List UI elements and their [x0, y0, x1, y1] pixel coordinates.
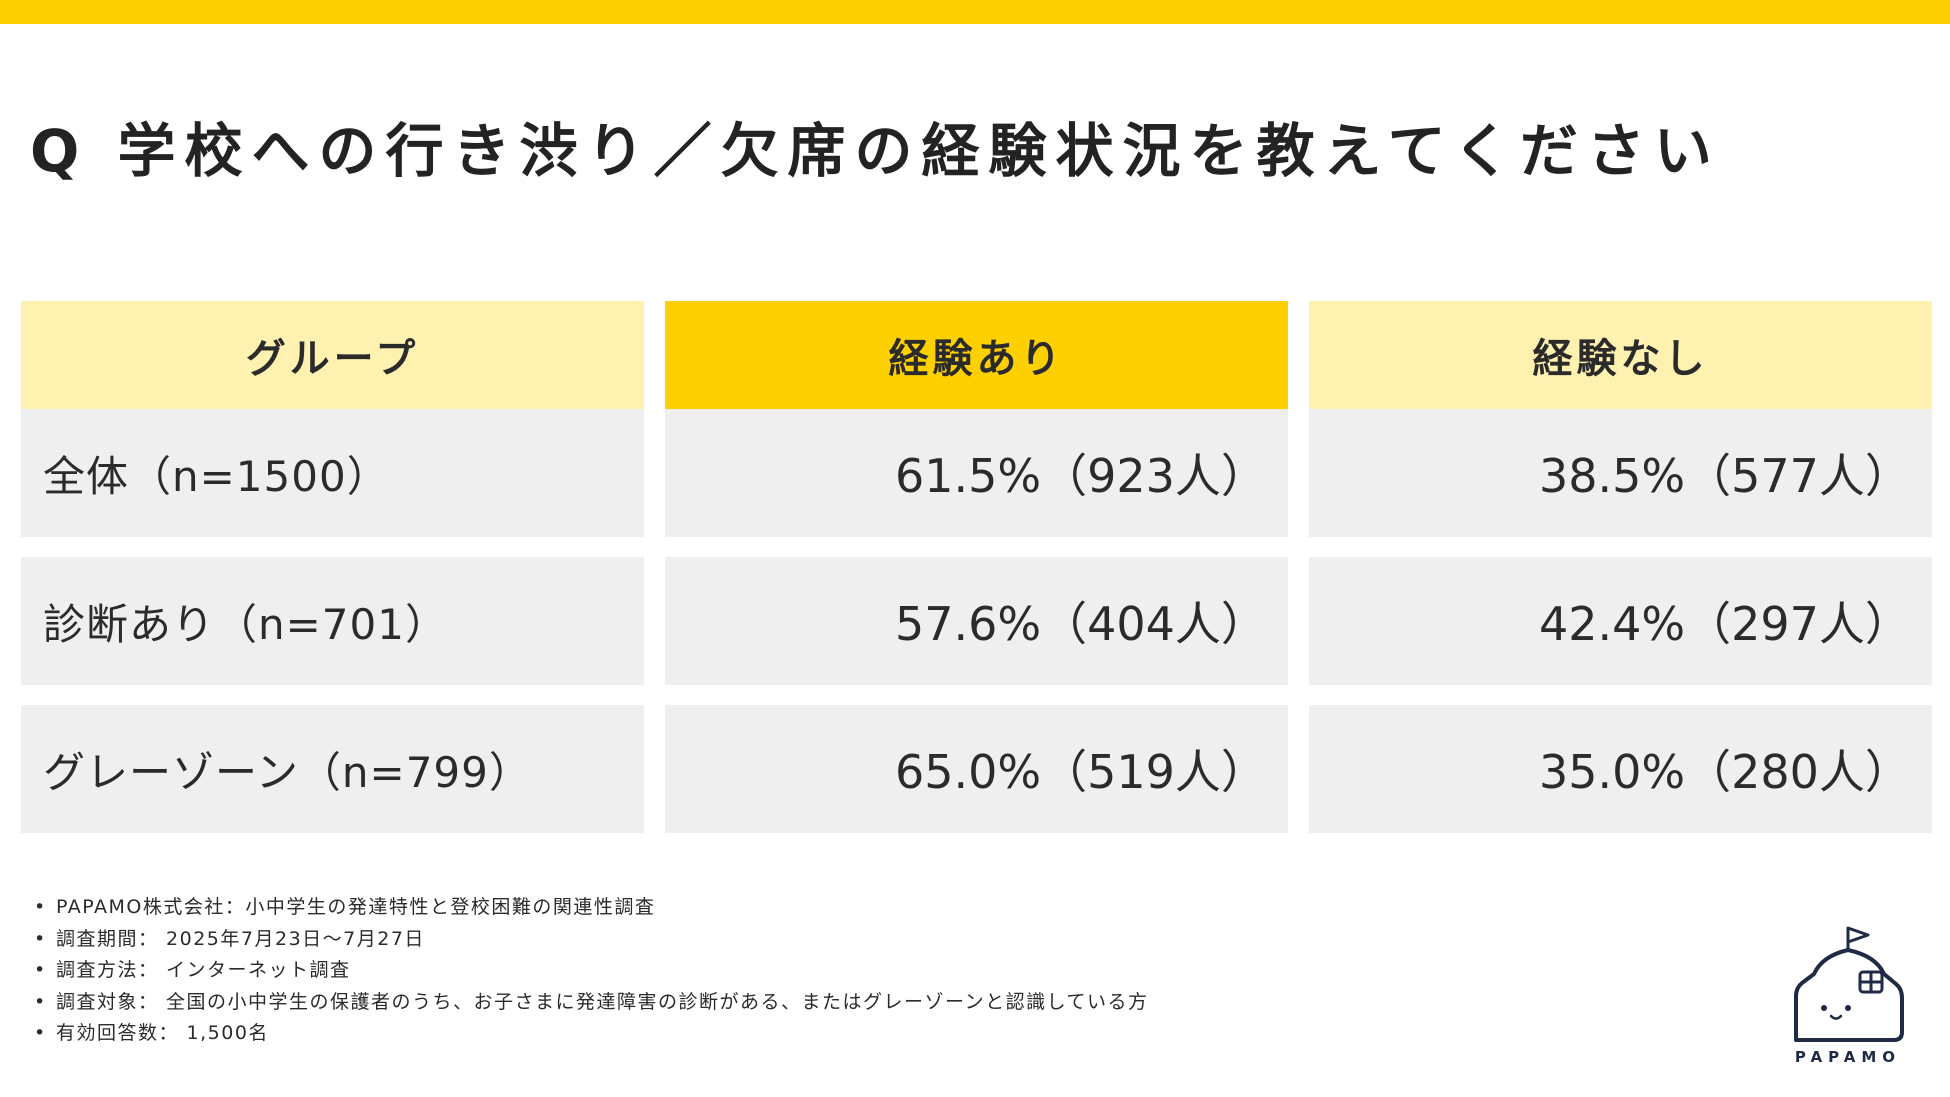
list-item: 調査対象： 全国の小中学生の保護者のうち、お子さまに発達障害の診断がある、または… [34, 987, 1149, 1019]
top-accent-bar [0, 0, 1950, 24]
table-cell-not-experienced: 38.5%（577人） [1309, 409, 1932, 537]
table-row-label: 全体（n=1500） [21, 409, 644, 537]
list-item: 調査方法： インターネット調査 [34, 955, 1149, 987]
papamo-logo: PAPAMO [1778, 922, 1918, 1072]
table-cell-not-experienced: 42.4%（297人） [1309, 557, 1932, 685]
table-row-label: 診断あり（n=701） [21, 557, 644, 685]
logo-text: PAPAMO [1794, 1048, 1902, 1066]
results-table: グループ 経験あり 経験なし 全体（n=1500） 61.5%（923人） 38… [21, 301, 1932, 833]
page-title: Q 学校への行き渋り／欠席の経験状況を教えてください [30, 117, 1721, 185]
list-item: 調査期間： 2025年7月23日～7月27日 [34, 924, 1149, 956]
table-row-label: グレーゾーン（n=799） [21, 705, 644, 833]
column-header-group: グループ [21, 301, 644, 409]
list-item: 有効回答数： 1,500名 [34, 1018, 1149, 1050]
table-cell-not-experienced: 35.0%（280人） [1309, 705, 1932, 833]
list-item: PAPAMO株式会社：小中学生の発達特性と登校困難の関連性調査 [34, 892, 1149, 924]
table-cell-experienced: 57.6%（404人） [665, 557, 1288, 685]
house-face-logo-icon [1794, 926, 1904, 1042]
table-cell-experienced: 61.5%（923人） [665, 409, 1288, 537]
survey-notes: PAPAMO株式会社：小中学生の発達特性と登校困難の関連性調査 調査期間： 20… [34, 892, 1149, 1050]
table-cell-experienced: 65.0%（519人） [665, 705, 1288, 833]
column-header-experienced: 経験あり [665, 301, 1288, 409]
column-header-not-experienced: 経験なし [1309, 301, 1932, 409]
